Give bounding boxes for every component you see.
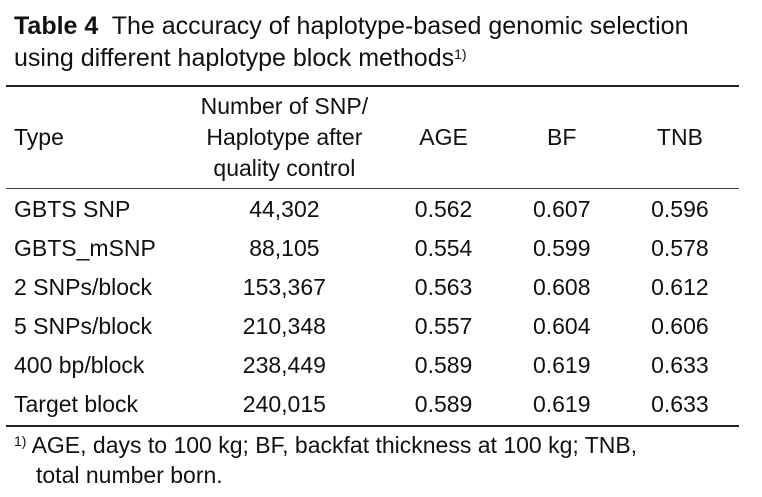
footnote-line2: total number born. xyxy=(36,462,223,488)
table-caption: Table 4 The accuracy of haplotype-based … xyxy=(14,10,754,74)
cell-type: 400 bp/block xyxy=(14,352,145,378)
cell-bf: 0.619 xyxy=(532,391,591,417)
cell-number: 240,015 xyxy=(242,391,326,417)
table-row: GBTS SNP 44,302 0.562 0.607 0.596 xyxy=(6,188,739,229)
table-body: GBTS SNP 44,302 0.562 0.607 0.596 GBTS_m… xyxy=(6,188,739,424)
cell-tnb: 0.596 xyxy=(651,196,709,222)
cell-bf: 0.604 xyxy=(532,313,591,339)
cell-type: GBTS_mSNP xyxy=(14,235,156,261)
header-age: AGE xyxy=(419,123,468,150)
header-number-line3: quality control xyxy=(213,154,356,181)
cell-age: 0.554 xyxy=(414,235,473,261)
cell-bf: 0.607 xyxy=(532,196,591,222)
table-row: 2 SNPs/block 153,367 0.563 0.608 0.612 xyxy=(6,268,739,307)
cell-age: 0.563 xyxy=(414,274,473,300)
header-number-line2: Haplotype after xyxy=(206,123,363,150)
cell-number: 238,449 xyxy=(242,352,326,378)
table-row: 5 SNPs/block 210,348 0.557 0.604 0.606 xyxy=(6,307,739,346)
cell-tnb: 0.578 xyxy=(651,235,709,261)
header-type: Type xyxy=(14,123,64,150)
cell-bf: 0.599 xyxy=(532,235,591,261)
cell-type: GBTS SNP xyxy=(14,196,131,222)
cell-type: 2 SNPs/block xyxy=(14,274,153,300)
cell-age: 0.589 xyxy=(414,352,473,378)
header-row: Type Number of SNP/ Haplotype after qual… xyxy=(6,86,739,188)
cell-type: 5 SNPs/block xyxy=(14,313,153,339)
header-bf: BF xyxy=(547,123,577,150)
cell-type: Target block xyxy=(14,391,139,417)
table-row: GBTS_mSNP 88,105 0.554 0.599 0.578 xyxy=(6,229,739,268)
header-tnb: TNB xyxy=(656,123,703,150)
cell-bf: 0.608 xyxy=(532,274,591,300)
cell-age: 0.562 xyxy=(414,196,473,222)
table-row: 400 bp/block 238,449 0.589 0.619 0.633 xyxy=(6,346,739,385)
cell-number: 153,367 xyxy=(242,274,326,300)
cell-age: 0.557 xyxy=(414,313,473,339)
footnote-marker: 1) xyxy=(14,433,27,449)
table-footnote: 1) AGE, days to 100 kg; BF, backfat thic… xyxy=(14,430,749,490)
cell-tnb: 0.633 xyxy=(651,391,709,417)
cell-bf: 0.619 xyxy=(532,352,591,378)
footnote-line1: AGE, days to 100 kg; BF, backfat thickne… xyxy=(31,432,638,458)
caption-note-marker: 1) xyxy=(454,46,467,62)
table-label: Table 4 xyxy=(14,12,99,40)
cell-tnb: 0.606 xyxy=(651,313,709,339)
table-row: Target block 240,015 0.589 0.619 0.633 xyxy=(6,385,739,424)
cell-age: 0.589 xyxy=(414,391,473,417)
header-rule xyxy=(6,188,739,189)
table-title: The accuracy of haplotype-based genomic … xyxy=(14,12,689,72)
accuracy-table: Type Number of SNP/ Haplotype after qual… xyxy=(6,86,739,424)
cell-number: 44,302 xyxy=(249,196,320,222)
header-number: Number of SNP/ Haplotype after quality c… xyxy=(184,86,384,188)
cell-number: 88,105 xyxy=(249,235,320,261)
top-rule xyxy=(6,85,739,87)
bottom-rule xyxy=(6,425,739,427)
cell-tnb: 0.612 xyxy=(651,274,709,300)
header-number-line1: Number of SNP/ xyxy=(200,92,369,119)
cell-tnb: 0.633 xyxy=(651,352,709,378)
cell-number: 210,348 xyxy=(242,313,326,339)
